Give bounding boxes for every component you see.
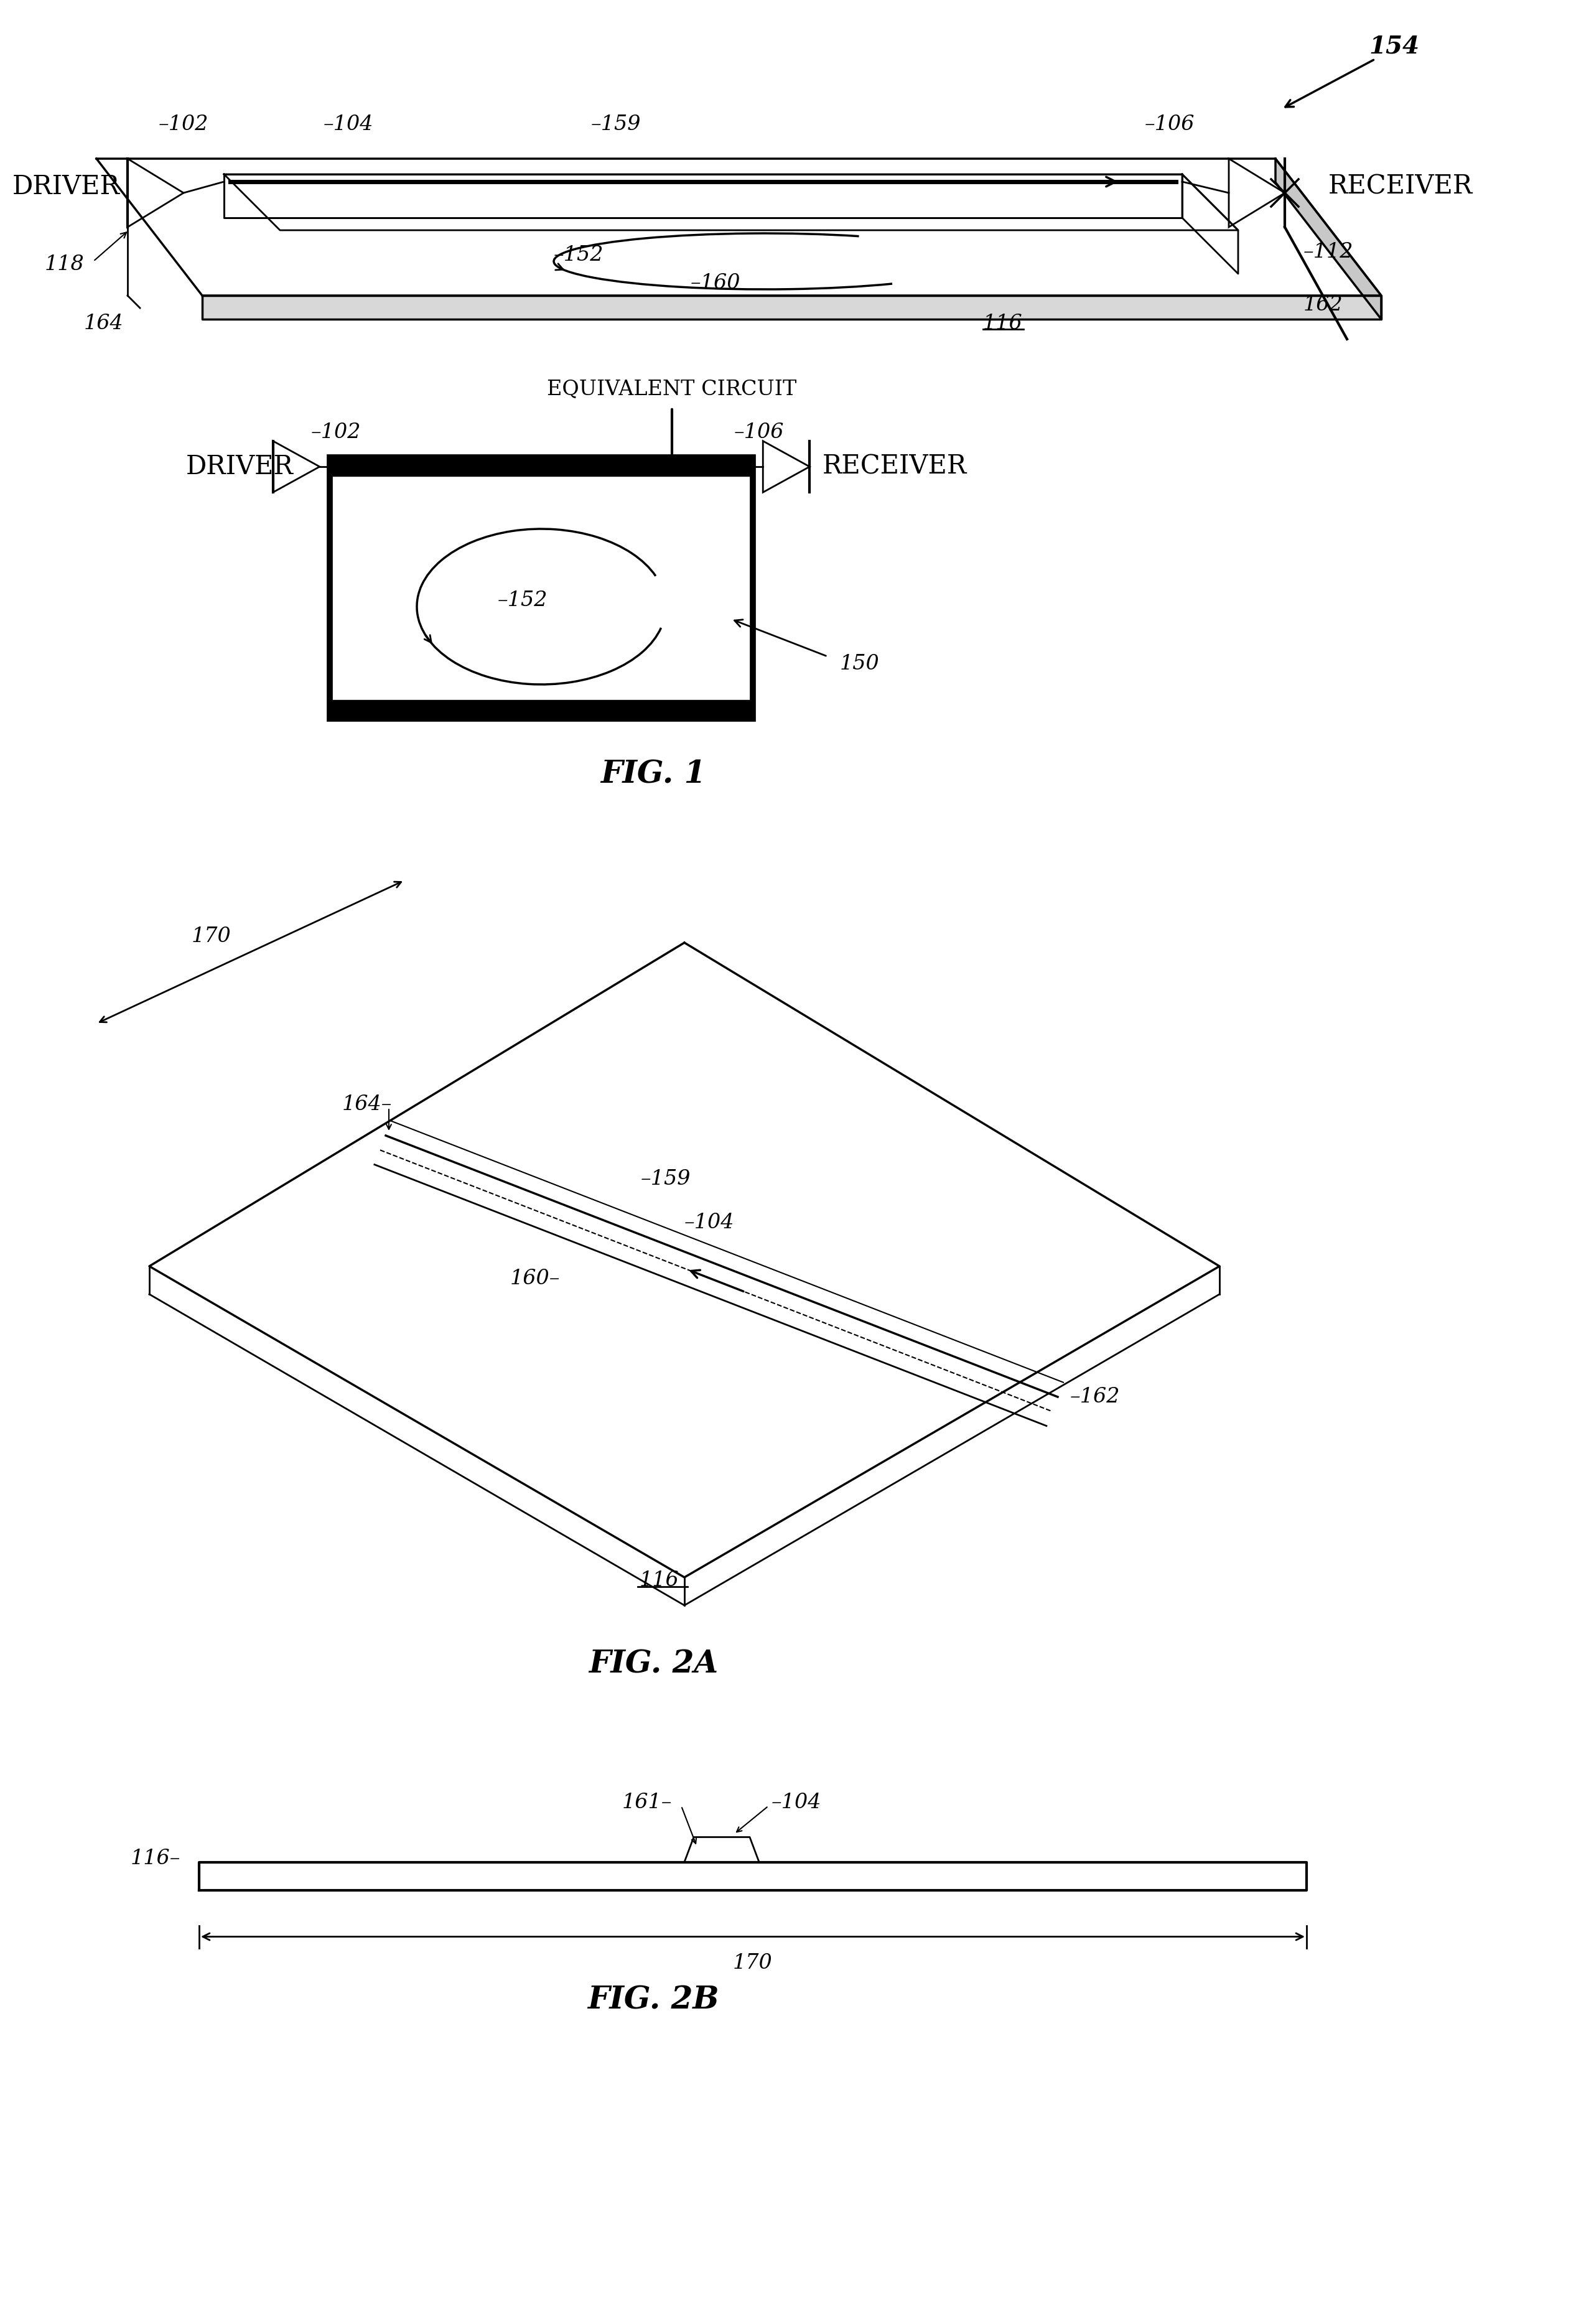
Polygon shape	[1276, 158, 1381, 318]
Text: –160: –160	[691, 274, 740, 293]
Text: 164: 164	[83, 314, 124, 335]
Text: DRIVER: DRIVER	[185, 453, 294, 479]
Text: 170: 170	[192, 927, 231, 946]
Text: –162: –162	[1070, 1387, 1120, 1406]
Text: –159: –159	[641, 1169, 691, 1190]
Text: FIG. 1: FIG. 1	[600, 760, 705, 790]
Text: –152: –152	[553, 244, 603, 265]
Text: 161–: 161–	[622, 1792, 672, 1813]
Text: FIG. 2B: FIG. 2B	[588, 1985, 720, 2015]
Text: 164–: 164–	[342, 1095, 393, 1116]
Text: –102: –102	[311, 423, 361, 442]
Text: –102: –102	[159, 114, 209, 135]
Text: 118: 118	[44, 256, 83, 274]
Text: –159: –159	[591, 114, 641, 135]
Bar	[330, 458, 753, 718]
Text: –152: –152	[498, 590, 548, 611]
Text: 162: 162	[1304, 295, 1343, 314]
Polygon shape	[330, 458, 753, 476]
Text: EQUIVALENT CIRCUIT: EQUIVALENT CIRCUIT	[547, 379, 796, 400]
Text: –106: –106	[734, 423, 784, 442]
Text: RECEIVER: RECEIVER	[1329, 174, 1474, 200]
Text: 116: 116	[639, 1571, 679, 1590]
Text: DRIVER: DRIVER	[13, 174, 119, 200]
Text: 116: 116	[983, 314, 1023, 335]
Text: –104: –104	[771, 1792, 822, 1813]
Text: 116–: 116–	[130, 1850, 181, 1868]
Text: –112: –112	[1304, 242, 1354, 263]
Text: –104: –104	[324, 114, 374, 135]
Text: RECEIVER: RECEIVER	[822, 453, 966, 479]
Text: 150: 150	[840, 653, 880, 674]
Polygon shape	[203, 295, 1381, 318]
Text: –104: –104	[685, 1213, 735, 1232]
Text: FIG. 2A: FIG. 2A	[589, 1650, 718, 1680]
Text: 160–: 160–	[511, 1269, 559, 1287]
Text: –106: –106	[1145, 114, 1196, 135]
Polygon shape	[330, 700, 753, 718]
Text: 170: 170	[734, 1952, 773, 1973]
Text: 154: 154	[1368, 35, 1419, 58]
